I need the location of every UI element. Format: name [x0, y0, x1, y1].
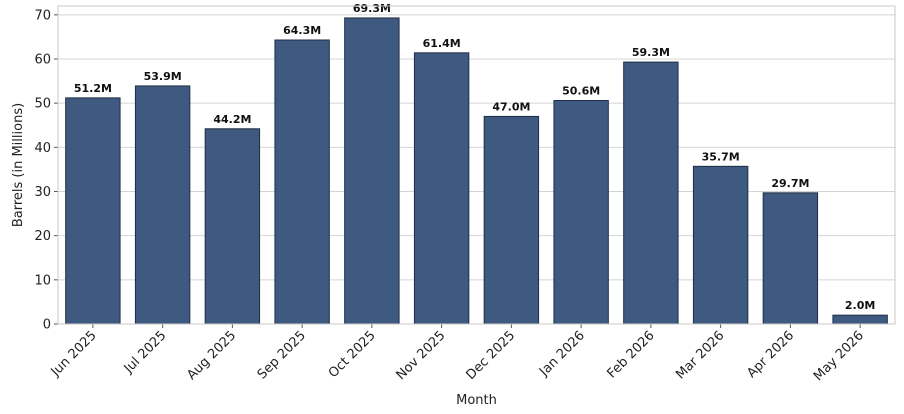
bar-value-label: 50.6M: [562, 85, 600, 98]
bar: [204, 128, 261, 325]
bar-value-label: 64.3M: [283, 24, 321, 37]
y-axis-title: Barrels (in Millions): [11, 103, 26, 227]
bar: [623, 61, 679, 325]
x-tick-label: Feb 2026: [605, 328, 658, 381]
y-tick-label: 70: [34, 8, 51, 23]
y-tick-label: 60: [34, 53, 51, 68]
bar: [274, 39, 330, 325]
plot-frame: [57, 5, 896, 325]
x-tick-label: Sep 2025: [255, 328, 309, 382]
bar: [134, 85, 191, 325]
bar: [553, 100, 609, 325]
y-tick-label: 50: [34, 97, 51, 112]
bar: [344, 17, 400, 325]
x-tick-label: Aug 2025: [184, 328, 239, 383]
bar-value-label: 61.4M: [423, 37, 461, 50]
x-tick-label: Jun 2025: [48, 328, 100, 380]
bar: [65, 97, 121, 325]
y-tick-label: 10: [34, 273, 51, 288]
y-tick-label: 0: [43, 318, 51, 333]
x-tick-label: Nov 2025: [394, 328, 449, 383]
y-tick-label: 30: [34, 185, 51, 200]
bar: [413, 52, 470, 325]
bar-value-label: 2.0M: [845, 299, 875, 312]
x-tick-label: Oct 2025: [326, 328, 379, 381]
bar: [832, 314, 888, 325]
x-tick-label: Jul 2025: [121, 328, 170, 377]
x-axis-title: Month: [456, 393, 497, 408]
bar-value-label: 53.9M: [144, 70, 182, 83]
bar-value-label: 29.7M: [771, 177, 809, 190]
bar-value-label: 69.3M: [353, 2, 391, 15]
x-tick-label: May 2026: [811, 328, 867, 384]
x-axis-ticks: Jun 2025 Jul 2025 Aug 2025 Sep 2025 Oct 2025…: [48, 324, 867, 384]
x-tick-label: Mar 2026: [673, 328, 727, 382]
x-tick-label: Dec 2025: [463, 328, 518, 383]
bar: [762, 192, 819, 325]
bars: [65, 17, 888, 325]
bar-value-label: 51.2M: [74, 82, 112, 95]
bar: [483, 115, 540, 325]
y-axis-ticks: 0 10 20 30 40 50 60 70: [34, 8, 58, 333]
x-tick-label: Apr 2026: [744, 328, 797, 381]
bar: [692, 165, 749, 325]
y-tick-label: 40: [34, 141, 51, 156]
y-tick-label: 20: [34, 229, 51, 244]
x-tick-label: Jan 2026: [536, 328, 588, 380]
bar-value-label: 47.0M: [492, 100, 530, 113]
bar-value-label: 44.2M: [213, 113, 251, 126]
bar-value-label: 35.7M: [702, 150, 740, 163]
data-labels: 51.2M 53.9M 44.2M 64.3M 69.3M 61.4M 47.0M 50.6M…: [74, 2, 876, 312]
bar-value-label: 59.3M: [632, 46, 670, 59]
grid-lines: [58, 14, 895, 325]
